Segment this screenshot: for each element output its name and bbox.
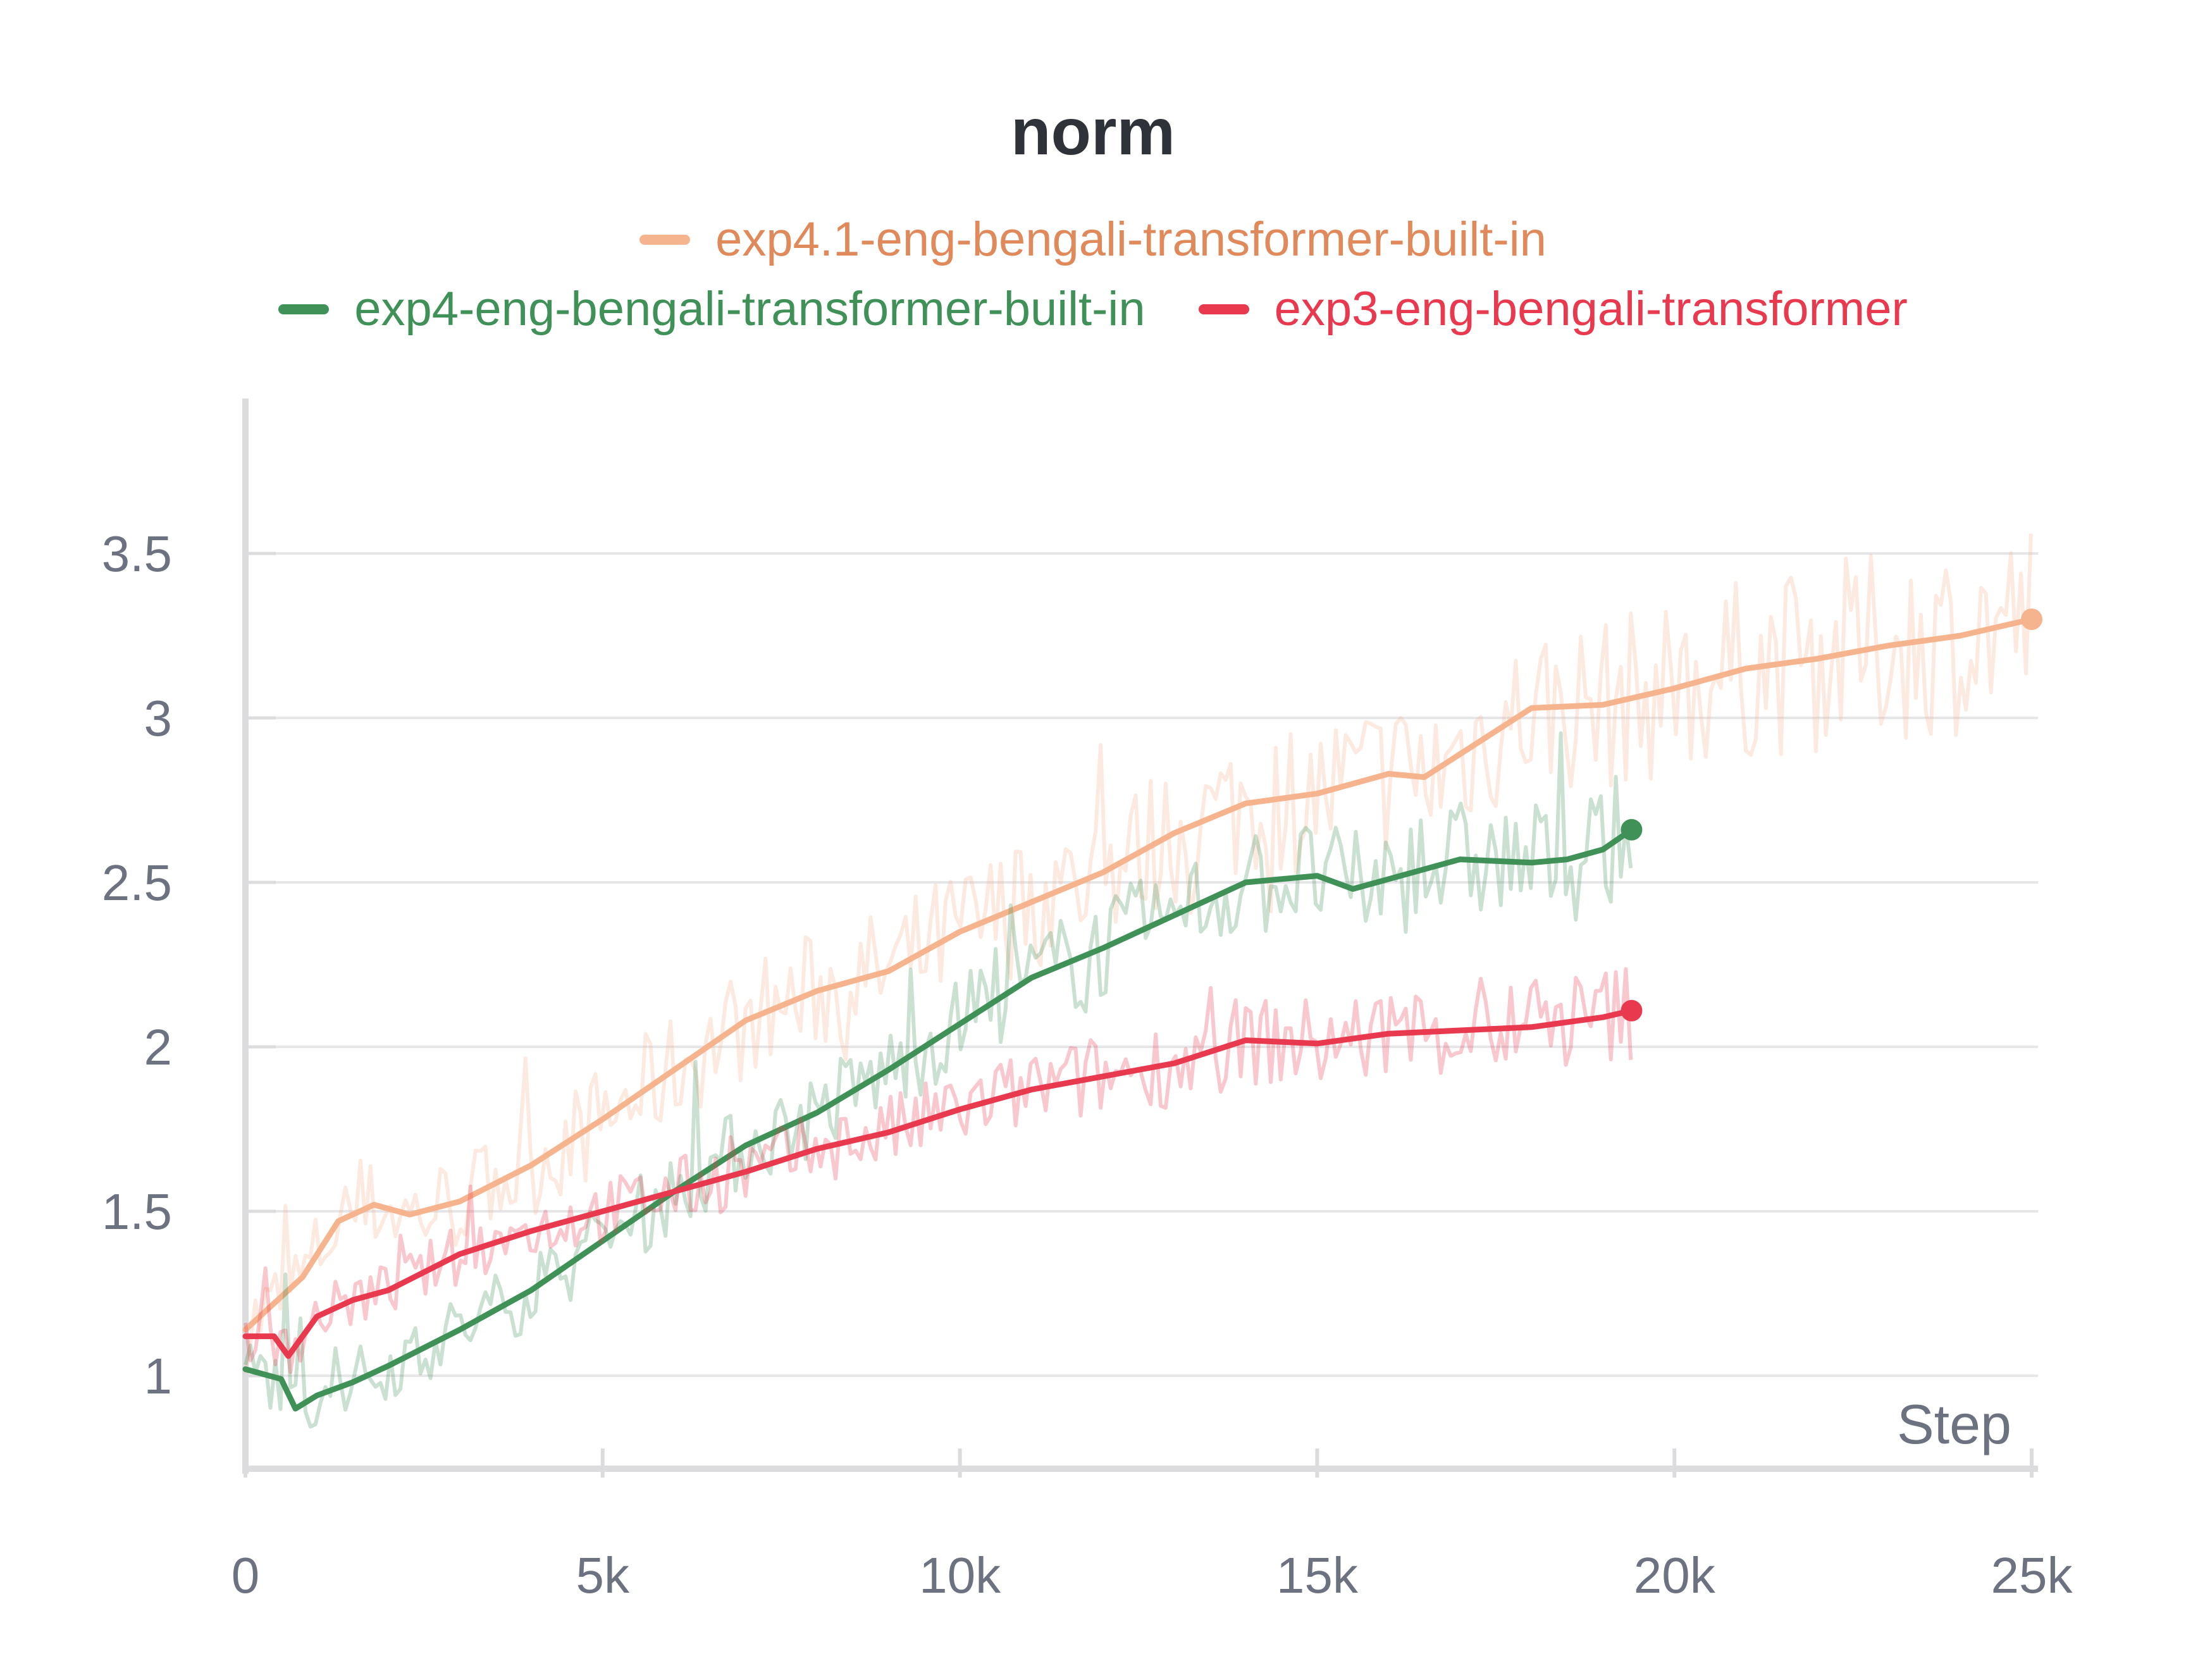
chart-title: norm — [1011, 96, 1175, 169]
grid-layer — [245, 552, 2038, 1377]
legend-swatch-exp4 — [278, 304, 330, 314]
legend-item-exp4-1[interactable]: exp4.1-eng-bengali-transformer-built-in — [639, 212, 1547, 267]
legend-label-exp3: exp3-eng-bengali-transformer — [1274, 282, 1908, 336]
series-raw-exp4-1 — [244, 533, 2033, 1374]
x-tick-label: 5k — [576, 1547, 630, 1603]
series-line-exp4-1[interactable] — [242, 616, 2035, 1333]
series-line-exp3[interactable] — [242, 1008, 1634, 1359]
x-tick-label: 10k — [919, 1547, 1001, 1603]
x-tick-label: 20k — [1634, 1547, 1716, 1603]
y-tick-label: 2 — [144, 1019, 173, 1075]
legend-row-2: exp4-eng-bengali-transformer-built-in ex… — [0, 281, 2186, 337]
series-end-point-exp4[interactable] — [1621, 818, 1643, 841]
series-line-exp4[interactable] — [242, 827, 1634, 1412]
legend-swatch-exp4-1 — [639, 234, 691, 245]
series-raw-exp3 — [244, 967, 1633, 1374]
series-end-point-exp4-1[interactable] — [2021, 608, 2042, 630]
series-raw-exp4 — [244, 731, 1633, 1429]
label-layer: 1 1.5 2 2.5 3 3.5 0 5k 10k 15k 20k 25k Step — [102, 526, 2073, 1603]
legend-swatch-exp3 — [1198, 304, 1249, 314]
x-tick-label: 0 — [232, 1547, 260, 1603]
y-tick-label: 1 — [144, 1348, 173, 1404]
axis-layer — [242, 398, 2038, 1478]
y-tick-label: 2.5 — [102, 855, 172, 911]
legend-row-1: exp4.1-eng-bengali-transformer-built-in — [0, 212, 2186, 267]
legend-item-exp3[interactable]: exp3-eng-bengali-transformer — [1198, 281, 1908, 337]
x-tick-label: 15k — [1276, 1547, 1359, 1603]
legend-label-exp4-1: exp4.1-eng-bengali-transformer-built-in — [715, 213, 1547, 266]
series-end-point-exp3[interactable] — [1621, 999, 1643, 1022]
legend-label-exp4: exp4-eng-bengali-transformer-built-in — [354, 282, 1145, 336]
x-axis-label: Step — [1897, 1393, 2011, 1455]
x-tick-label: 25k — [1991, 1547, 2073, 1603]
y-tick-label: 3.5 — [102, 526, 172, 582]
y-tick-label: 3 — [144, 690, 173, 746]
legend-item-exp4[interactable]: exp4-eng-bengali-transformer-built-in — [278, 281, 1145, 337]
y-tick-label: 1.5 — [102, 1183, 172, 1240]
series-layer — [242, 533, 2042, 1429]
